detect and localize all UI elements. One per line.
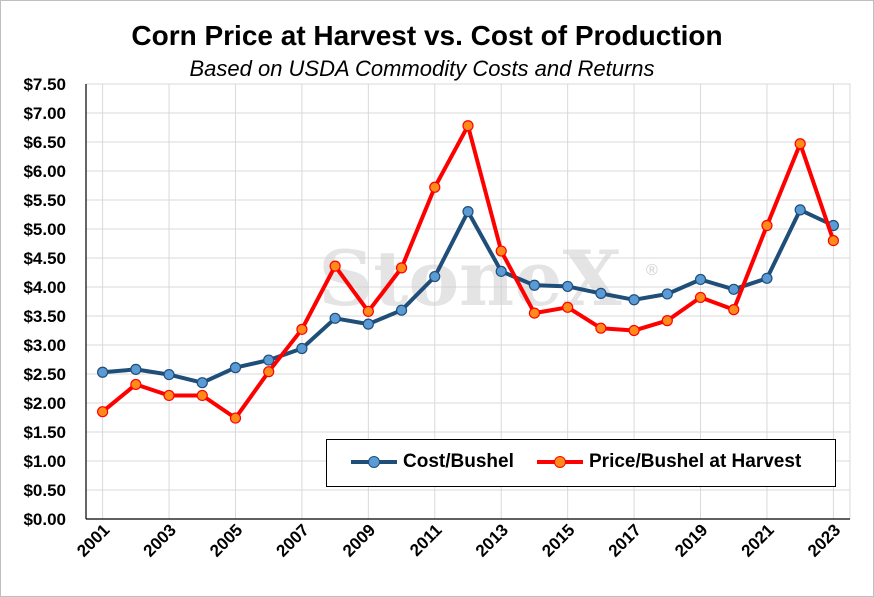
- data-point: [827, 235, 839, 247]
- x-axis-ticks: 2001 2003 2005 2007 2009 2011 2013 2015 2017 2019…: [73, 520, 844, 560]
- data-point: [562, 280, 574, 293]
- y-tick-label: $7.00: [23, 104, 66, 123]
- series-0: [97, 204, 839, 389]
- data-point: [163, 368, 175, 381]
- legend-item-price: Price/Bushel at Harvest: [537, 451, 801, 473]
- y-tick-label: $7.50: [23, 75, 66, 94]
- legend-label-cost: Cost/Bushel: [403, 451, 514, 472]
- legend-item-cost: Cost/Bushel: [351, 451, 514, 473]
- data-point: [263, 366, 275, 378]
- data-point: [196, 377, 208, 389]
- watermark-registered-mark: ®: [646, 262, 658, 279]
- chart-subtitle: Based on USDA Commodity Costs and Return…: [189, 56, 655, 81]
- data-point: [395, 304, 408, 316]
- data-point: [329, 312, 341, 324]
- data-point: [130, 378, 142, 391]
- data-point: [429, 181, 441, 193]
- data-point: [528, 279, 541, 291]
- data-point: [562, 301, 574, 313]
- y-tick-label: $4.50: [23, 249, 66, 268]
- x-tick-label: 2019: [671, 520, 711, 560]
- data-point: [794, 204, 806, 216]
- y-tick-label: $1.00: [23, 452, 66, 471]
- x-tick-label: 2007: [273, 520, 313, 560]
- x-tick-label: 2005: [206, 520, 246, 560]
- data-point: [362, 318, 374, 330]
- x-tick-label: 2013: [472, 520, 512, 560]
- x-tick-label: 2017: [605, 520, 645, 560]
- data-point: [761, 272, 773, 284]
- x-tick-label: 2001: [73, 520, 113, 560]
- data-point: [761, 219, 773, 232]
- data-point: [661, 288, 673, 300]
- legend-swatch-cost: [351, 452, 397, 472]
- data-point: [263, 354, 275, 366]
- y-tick-label: $3.50: [23, 307, 66, 326]
- data-point: [395, 262, 408, 274]
- data-point: [462, 120, 474, 132]
- data-point: [628, 324, 640, 337]
- y-tick-label: $2.00: [23, 394, 66, 413]
- data-point: [495, 245, 507, 257]
- data-point: [429, 270, 441, 283]
- data-point: [661, 315, 673, 327]
- grid-lines: [85, 83, 851, 520]
- data-point: [595, 322, 607, 334]
- data-point: [694, 273, 707, 286]
- data-point: [229, 362, 242, 374]
- data-point: [694, 291, 707, 304]
- legend: Cost/Bushel Price/Bushel at Harvest: [326, 439, 836, 487]
- series-group: [97, 120, 839, 424]
- data-point: [97, 406, 109, 418]
- y-tick-label: $2.50: [23, 365, 66, 384]
- y-tick-label: $4.00: [23, 278, 66, 297]
- x-tick-label: 2003: [140, 520, 180, 560]
- y-axis-ticks: $0.00 $0.50 $1.00 $1.50 $2.00 $2.50 $3.00 $3.50…: [23, 75, 66, 529]
- data-point: [329, 260, 341, 272]
- data-point: [595, 287, 607, 299]
- data-point: [462, 206, 474, 218]
- y-tick-label: $5.00: [23, 220, 66, 239]
- x-tick-label: 2009: [339, 520, 379, 560]
- y-tick-label: $6.00: [23, 162, 66, 181]
- data-point: [362, 305, 374, 317]
- y-tick-label: $6.50: [23, 133, 66, 152]
- x-tick-label: 2015: [538, 520, 578, 560]
- data-point: [130, 363, 142, 375]
- legend-swatch-price: [537, 452, 583, 472]
- legend-label-price: Price/Bushel at Harvest: [589, 451, 802, 472]
- y-tick-label: $5.50: [23, 191, 66, 210]
- data-point: [528, 307, 541, 319]
- data-point: [495, 265, 507, 277]
- x-tick-label: 2011: [406, 520, 446, 560]
- data-point: [728, 283, 740, 295]
- data-point: [97, 366, 109, 378]
- data-point: [196, 389, 208, 402]
- data-point: [728, 304, 740, 316]
- data-point: [296, 342, 308, 355]
- y-tick-label: $1.50: [23, 423, 66, 442]
- x-tick-label: 2021: [738, 520, 778, 560]
- data-point: [794, 138, 806, 150]
- y-tick-label: $3.00: [23, 336, 66, 355]
- series-1: [97, 120, 839, 424]
- data-point: [163, 389, 175, 402]
- y-tick-label: $0.00: [23, 510, 66, 529]
- chart-title: Corn Price at Harvest vs. Cost of Produc…: [131, 20, 723, 51]
- data-point: [628, 294, 640, 306]
- data-point: [296, 323, 308, 335]
- data-point: [229, 412, 242, 424]
- y-tick-label: $0.50: [23, 481, 66, 500]
- x-tick-label: 2023: [804, 520, 844, 560]
